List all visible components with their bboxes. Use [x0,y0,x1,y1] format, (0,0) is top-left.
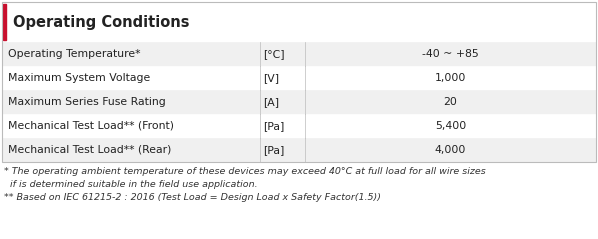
Bar [2,90,596,114]
Text: ** Based on IEC 61215-2 : 2016 (Test Load = Design Load x Safety Factor(1.5)): ** Based on IEC 61215-2 : 2016 (Test Loa… [4,193,381,202]
Text: 1,000: 1,000 [435,73,466,83]
Bar [2,138,596,162]
Text: [Pa]: [Pa] [263,121,285,131]
Text: 4,000: 4,000 [435,145,466,155]
Text: [A]: [A] [263,97,279,107]
Text: 5,400: 5,400 [435,121,466,131]
Text: * The operating ambient temperature of these devices may exceed 40°C at full loa: * The operating ambient temperature of t… [4,167,486,176]
Bar [2,114,596,138]
Text: [V]: [V] [263,73,279,83]
Text: Operating Conditions: Operating Conditions [13,15,189,29]
Bar [2,42,596,66]
Text: Maximum Series Fuse Rating: Maximum Series Fuse Rating [8,97,166,107]
Bar [2,2,596,42]
Text: Mechanical Test Load** (Front): Mechanical Test Load** (Front) [8,121,174,131]
Text: 20: 20 [444,97,457,107]
Text: Maximum System Voltage: Maximum System Voltage [8,73,150,83]
Text: [°C]: [°C] [263,49,285,59]
Bar [2,2,596,162]
Bar [2,66,596,90]
Bar [3,4,6,40]
Text: Operating Temperature*: Operating Temperature* [8,49,141,59]
Text: -40 ~ +85: -40 ~ +85 [422,49,479,59]
Text: [Pa]: [Pa] [263,145,285,155]
Text: if is determined suitable in the field use application.: if is determined suitable in the field u… [4,180,257,189]
Text: Mechanical Test Load** (Rear): Mechanical Test Load** (Rear) [8,145,172,155]
